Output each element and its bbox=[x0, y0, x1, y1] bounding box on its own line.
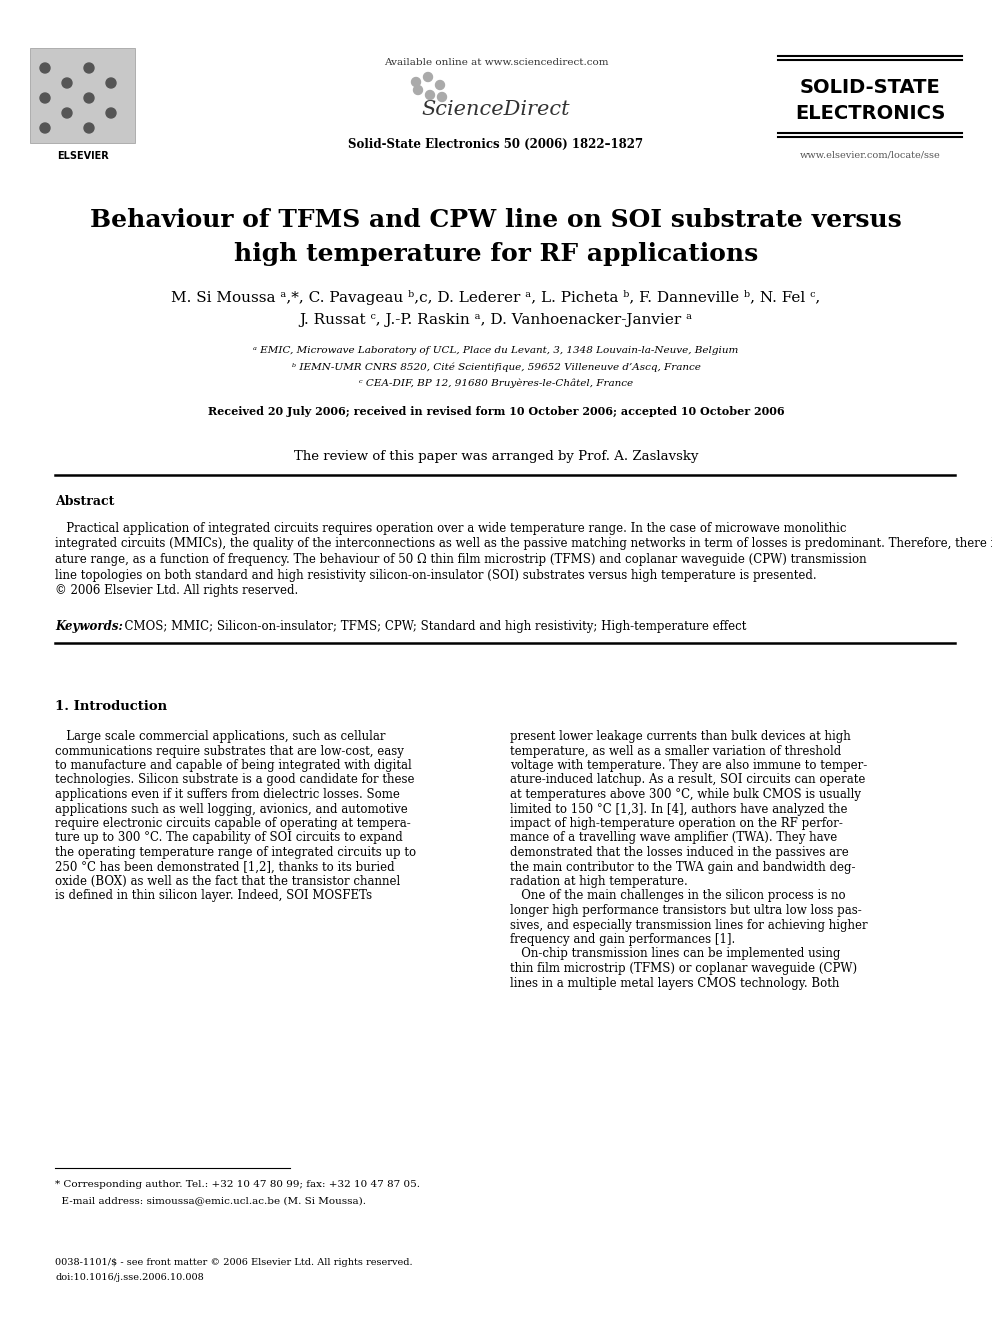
Text: lines in a multiple metal layers CMOS technology. Both: lines in a multiple metal layers CMOS te… bbox=[510, 976, 839, 990]
Circle shape bbox=[40, 123, 50, 134]
Text: impact of high-temperature operation on the RF perfor-: impact of high-temperature operation on … bbox=[510, 818, 843, 830]
Text: Keywords:: Keywords: bbox=[55, 620, 123, 632]
Text: ELECTRONICS: ELECTRONICS bbox=[795, 105, 945, 123]
Text: oxide (BOX) as well as the fact that the transistor channel: oxide (BOX) as well as the fact that the… bbox=[55, 875, 400, 888]
Bar bbox=[30, 48, 135, 143]
Text: One of the main challenges in the silicon process is no: One of the main challenges in the silico… bbox=[510, 889, 845, 902]
Text: ature-induced latchup. As a result, SOI circuits can operate: ature-induced latchup. As a result, SOI … bbox=[510, 774, 865, 786]
Text: present lower leakage currents than bulk devices at high: present lower leakage currents than bulk… bbox=[510, 730, 851, 744]
Text: integrated circuits (MMICs), the quality of the interconnections as well as the : integrated circuits (MMICs), the quality… bbox=[55, 537, 992, 550]
Text: 250 °C has been demonstrated [1,2], thanks to its buried: 250 °C has been demonstrated [1,2], than… bbox=[55, 860, 395, 873]
Circle shape bbox=[412, 78, 421, 86]
Text: high temperature for RF applications: high temperature for RF applications bbox=[234, 242, 758, 266]
Text: 1. Introduction: 1. Introduction bbox=[55, 700, 167, 713]
Text: communications require substrates that are low-cost, easy: communications require substrates that a… bbox=[55, 745, 404, 758]
Circle shape bbox=[84, 123, 94, 134]
Text: the main contributor to the TWA gain and bandwidth deg-: the main contributor to the TWA gain and… bbox=[510, 860, 855, 873]
Text: Available online at www.sciencedirect.com: Available online at www.sciencedirect.co… bbox=[384, 58, 608, 67]
Text: doi:10.1016/j.sse.2006.10.008: doi:10.1016/j.sse.2006.10.008 bbox=[55, 1273, 203, 1282]
Text: voltage with temperature. They are also immune to temper-: voltage with temperature. They are also … bbox=[510, 759, 867, 773]
Text: © 2006 Elsevier Ltd. All rights reserved.: © 2006 Elsevier Ltd. All rights reserved… bbox=[55, 583, 299, 597]
Circle shape bbox=[40, 93, 50, 103]
Text: thin film microstrip (TFMS) or coplanar waveguide (CPW): thin film microstrip (TFMS) or coplanar … bbox=[510, 962, 857, 975]
Text: technologies. Silicon substrate is a good candidate for these: technologies. Silicon substrate is a goo… bbox=[55, 774, 415, 786]
Text: Abstract: Abstract bbox=[55, 495, 114, 508]
Text: The review of this paper was arranged by Prof. A. Zaslavsky: The review of this paper was arranged by… bbox=[294, 450, 698, 463]
Text: Received 20 July 2006; received in revised form 10 October 2006; accepted 10 Oct: Received 20 July 2006; received in revis… bbox=[207, 406, 785, 417]
Text: CMOS; MMIC; Silicon-on-insulator; TFMS; CPW; Standard and high resistivity; High: CMOS; MMIC; Silicon-on-insulator; TFMS; … bbox=[117, 620, 746, 632]
Text: www.elsevier.com/locate/sse: www.elsevier.com/locate/sse bbox=[800, 149, 940, 159]
Text: demonstrated that the losses induced in the passives are: demonstrated that the losses induced in … bbox=[510, 845, 849, 859]
Text: to manufacture and capable of being integrated with digital: to manufacture and capable of being inte… bbox=[55, 759, 412, 773]
Text: Solid-State Electronics 50 (2006) 1822–1827: Solid-State Electronics 50 (2006) 1822–1… bbox=[348, 138, 644, 151]
Circle shape bbox=[62, 78, 72, 89]
Circle shape bbox=[437, 93, 446, 102]
Text: ᵃ EMIC, Microwave Laboratory of UCL, Place du Levant, 3, 1348 Louvain-la-Neuve, : ᵃ EMIC, Microwave Laboratory of UCL, Pla… bbox=[253, 347, 739, 355]
Circle shape bbox=[426, 90, 434, 99]
Circle shape bbox=[435, 81, 444, 90]
Text: require electronic circuits capable of operating at tempera-: require electronic circuits capable of o… bbox=[55, 818, 411, 830]
Text: Practical application of integrated circuits requires operation over a wide temp: Practical application of integrated circ… bbox=[55, 523, 846, 534]
Text: longer high performance transistors but ultra low loss pas-: longer high performance transistors but … bbox=[510, 904, 862, 917]
Text: ELSEVIER: ELSEVIER bbox=[58, 151, 109, 161]
Circle shape bbox=[106, 78, 116, 89]
Circle shape bbox=[62, 108, 72, 118]
Text: line topologies on both standard and high resistivity silicon-on-insulator (SOI): line topologies on both standard and hig… bbox=[55, 569, 816, 582]
Text: 0038-1101/$ - see front matter © 2006 Elsevier Ltd. All rights reserved.: 0038-1101/$ - see front matter © 2006 El… bbox=[55, 1258, 413, 1267]
Text: applications such as well logging, avionics, and automotive: applications such as well logging, avion… bbox=[55, 803, 408, 815]
Text: SOLID-STATE: SOLID-STATE bbox=[800, 78, 940, 97]
Circle shape bbox=[84, 93, 94, 103]
Text: temperature, as well as a smaller variation of threshold: temperature, as well as a smaller variat… bbox=[510, 745, 841, 758]
Text: the operating temperature range of integrated circuits up to: the operating temperature range of integ… bbox=[55, 845, 416, 859]
Text: limited to 150 °C [1,3]. In [4], authors have analyzed the: limited to 150 °C [1,3]. In [4], authors… bbox=[510, 803, 847, 815]
Text: ScienceDirect: ScienceDirect bbox=[422, 101, 570, 119]
Circle shape bbox=[106, 108, 116, 118]
Text: frequency and gain performances [1].: frequency and gain performances [1]. bbox=[510, 933, 735, 946]
Text: mance of a travelling wave amplifier (TWA). They have: mance of a travelling wave amplifier (TW… bbox=[510, 831, 837, 844]
Text: applications even if it suffers from dielectric losses. Some: applications even if it suffers from die… bbox=[55, 789, 400, 800]
Text: sives, and especially transmission lines for achieving higher: sives, and especially transmission lines… bbox=[510, 918, 868, 931]
Text: ature range, as a function of frequency. The behaviour of 50 Ω thin film microst: ature range, as a function of frequency.… bbox=[55, 553, 867, 566]
Text: ᶜ CEA-DIF, BP 12, 91680 Bruyères-le-Châtel, France: ᶜ CEA-DIF, BP 12, 91680 Bruyères-le-Chât… bbox=[359, 378, 633, 388]
Circle shape bbox=[84, 64, 94, 73]
Text: at temperatures above 300 °C, while bulk CMOS is usually: at temperatures above 300 °C, while bulk… bbox=[510, 789, 861, 800]
Text: Behaviour of TFMS and CPW line on SOI substrate versus: Behaviour of TFMS and CPW line on SOI su… bbox=[90, 208, 902, 232]
Text: radation at high temperature.: radation at high temperature. bbox=[510, 875, 687, 888]
Text: On-chip transmission lines can be implemented using: On-chip transmission lines can be implem… bbox=[510, 947, 840, 960]
Circle shape bbox=[414, 86, 423, 94]
Text: is defined in thin silicon layer. Indeed, SOI MOSFETs: is defined in thin silicon layer. Indeed… bbox=[55, 889, 372, 902]
Circle shape bbox=[40, 64, 50, 73]
Text: E-mail address: simoussa@emic.ucl.ac.be (M. Si Moussa).: E-mail address: simoussa@emic.ucl.ac.be … bbox=[55, 1196, 366, 1205]
Text: J. Russat ᶜ, J.-P. Raskin ᵃ, D. Vanhoenacker-Janvier ᵃ: J. Russat ᶜ, J.-P. Raskin ᵃ, D. Vanhoena… bbox=[300, 314, 692, 327]
Text: ᵇ IEMN-UMR CNRS 8520, Cité Scientifique, 59652 Villeneuve d’Ascq, France: ᵇ IEMN-UMR CNRS 8520, Cité Scientifique,… bbox=[292, 363, 700, 372]
Text: ture up to 300 °C. The capability of SOI circuits to expand: ture up to 300 °C. The capability of SOI… bbox=[55, 831, 403, 844]
Text: Large scale commercial applications, such as cellular: Large scale commercial applications, suc… bbox=[55, 730, 386, 744]
Text: M. Si Moussa ᵃ,*, C. Pavageau ᵇ,c, D. Lederer ᵃ, L. Picheta ᵇ, F. Danneville ᵇ, : M. Si Moussa ᵃ,*, C. Pavageau ᵇ,c, D. Le… bbox=[172, 290, 820, 306]
Text: * Corresponding author. Tel.: +32 10 47 80 99; fax: +32 10 47 87 05.: * Corresponding author. Tel.: +32 10 47 … bbox=[55, 1180, 420, 1189]
Circle shape bbox=[424, 73, 433, 82]
